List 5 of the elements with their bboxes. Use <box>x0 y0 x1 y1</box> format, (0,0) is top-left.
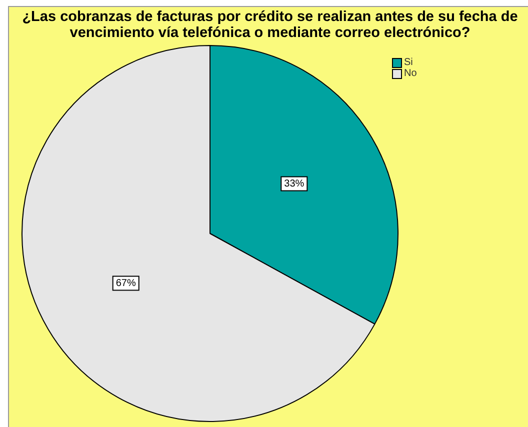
chart-title: ¿Las cobranzas de facturas por crédito se realizan antes de su fecha de vencimiento vía telefónica o mediante correo electrónico? <box>21 9 519 41</box>
data-label: 33% <box>284 178 304 190</box>
data-label: 67% <box>116 278 136 290</box>
legend-label: Si <box>404 57 413 68</box>
legend-label: No <box>404 68 417 79</box>
